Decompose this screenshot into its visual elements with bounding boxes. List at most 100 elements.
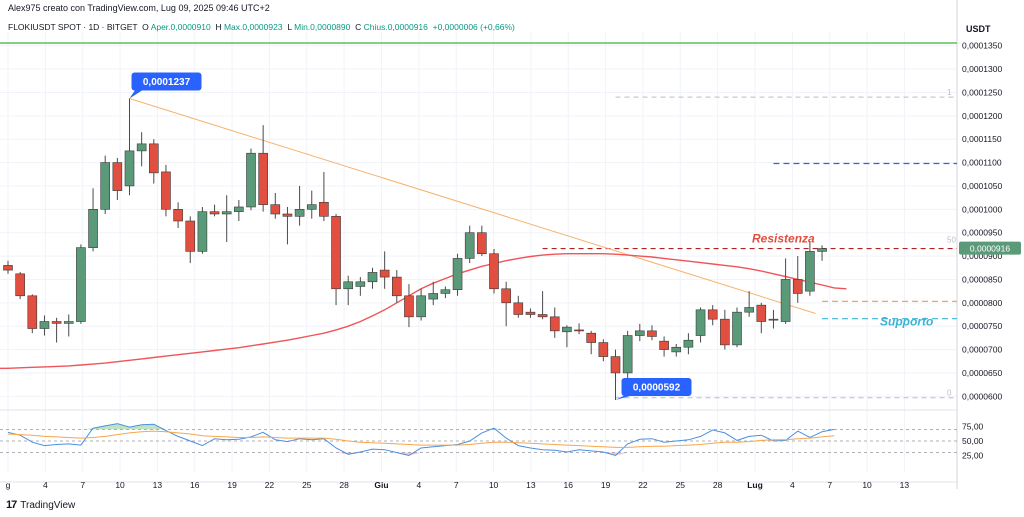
candle-body [537, 314, 548, 318]
rsi-tick-label: 50,00 [962, 436, 984, 446]
candle-body [124, 150, 135, 187]
time-tick-label: 13 [900, 480, 910, 490]
candle [805, 242, 815, 296]
candle-body [197, 211, 208, 252]
candle [149, 139, 159, 184]
rsi-overbought-fill [117, 423, 130, 430]
candle-body [610, 356, 621, 374]
price-callout: 0,0001237 [129, 72, 202, 99]
high-label: H [215, 22, 222, 32]
candle [136, 132, 147, 167]
price-callout: 0,0000592 [615, 378, 692, 401]
callout-pointer [615, 395, 634, 401]
close-value: Chius.0,0000916 [363, 22, 428, 32]
time-tick-label: 22 [638, 480, 648, 490]
candle-body [173, 209, 183, 222]
price-tick-label: 0,0001250 [962, 87, 1002, 97]
candle [124, 98, 135, 196]
low-value: Min.0,0000890 [294, 22, 351, 32]
candle-body [367, 272, 378, 283]
candle [100, 155, 110, 214]
rsi-oversold-fill [615, 452, 628, 456]
candle-body [707, 309, 718, 320]
price-tick-label: 0,0001300 [962, 64, 1002, 74]
vertical-grid [7, 32, 905, 472]
candle-body [270, 204, 281, 215]
candle [586, 330, 597, 355]
time-tick-label: g [6, 480, 11, 490]
tradingview-logo-icon: 17 [6, 499, 17, 511]
candle-body [549, 316, 560, 332]
time-tick-label: 25 [676, 480, 686, 490]
candle-body [768, 318, 779, 321]
price-tick-label: 0,0001050 [962, 181, 1002, 191]
candle-body [112, 162, 123, 191]
candle [185, 216, 196, 264]
candle-body [234, 206, 244, 212]
candle [756, 302, 767, 334]
candle-body [149, 143, 159, 174]
rsi-tick-label: 75,00 [962, 422, 984, 432]
candle-body [391, 276, 402, 297]
candle [343, 275, 354, 306]
candle [246, 148, 256, 211]
candles [3, 98, 827, 401]
candle [780, 258, 791, 324]
candle [63, 314, 74, 337]
callout-text: 0,0000592 [633, 383, 681, 394]
time-axis: g 4 7 10 13 16 19 22 25 28 Giu 4 7 10 13 16 19 22 25 28 Lug 4… [6, 480, 910, 490]
rsi-tick-label: 25,00 [962, 451, 984, 461]
price-tick-label: 0,0000950 [962, 228, 1002, 238]
candle [112, 157, 123, 200]
candle [282, 206, 293, 245]
price-tick-label: 0,0001100 [962, 158, 1002, 168]
candle [3, 260, 13, 274]
candle-body [489, 253, 499, 290]
price-tick-label: 0,0000700 [962, 345, 1002, 355]
candle-body [15, 273, 25, 297]
candle [452, 253, 463, 296]
candle [610, 349, 621, 401]
time-tick-label: 4 [790, 480, 795, 490]
time-tick-label: 4 [43, 480, 48, 490]
last-price-text: 0,0000916 [970, 244, 1010, 254]
candle [161, 164, 171, 217]
candle [707, 305, 718, 326]
candle-body [39, 321, 50, 329]
rsi-pane: 75,00 50,00 25,00 [0, 422, 984, 461]
candle [598, 339, 609, 362]
candle [306, 190, 317, 219]
candle-body [258, 152, 268, 205]
time-tick-label: 16 [190, 480, 200, 490]
open-value: Aper.0,0000910 [150, 22, 211, 32]
time-tick-label: Giu [374, 480, 388, 490]
candle-body [440, 289, 451, 294]
price-tick-label: 0,0000900 [962, 251, 1002, 261]
time-tick-label: 10 [489, 480, 499, 490]
candle-body [805, 251, 815, 292]
time-tick-label: 7 [454, 480, 459, 490]
candle-body [464, 232, 475, 259]
candle-body [51, 321, 62, 324]
callout-text: 0,0001237 [143, 77, 191, 88]
candle-body [695, 309, 706, 336]
price-tick-label: 0,0001000 [962, 204, 1002, 214]
fib-label: 1 [947, 88, 952, 97]
candle [428, 281, 439, 306]
candle [76, 244, 86, 324]
callout-pointer [129, 89, 144, 99]
candle-body [355, 281, 366, 287]
low-label: L [287, 22, 292, 32]
candle-body [343, 281, 354, 290]
rsi-overbought-fill [80, 428, 94, 430]
price-axis: 0,0001350 0,0001300 0,0001250 0,0001200 0,00… [0, 41, 1002, 401]
candle-body [756, 304, 767, 322]
price-tick-label: 0,0001350 [962, 41, 1002, 51]
candle [197, 206, 208, 254]
candle [622, 330, 633, 380]
time-tick-label: 13 [526, 480, 536, 490]
candle-body [185, 220, 196, 252]
time-tick-label: 13 [153, 480, 163, 490]
candle [209, 204, 220, 217]
